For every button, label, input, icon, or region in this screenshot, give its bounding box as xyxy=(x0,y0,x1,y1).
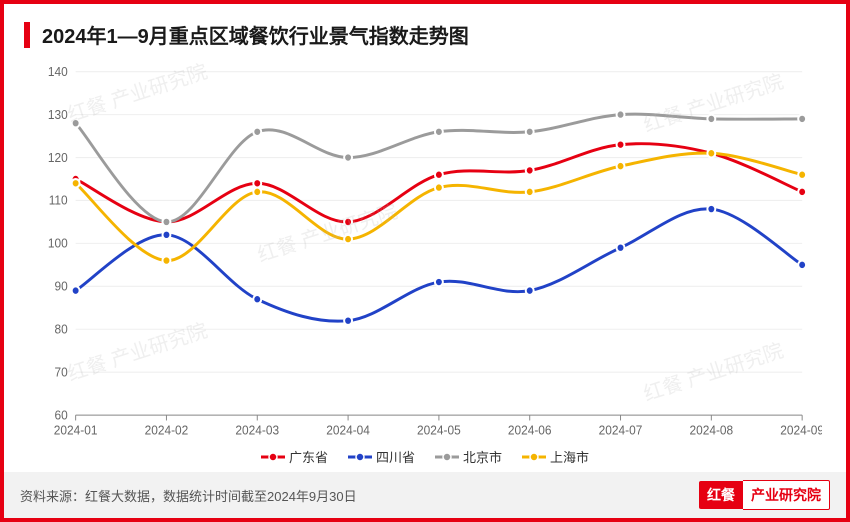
series-marker xyxy=(253,128,261,137)
legend-label: 四川省 xyxy=(376,447,415,466)
series-marker xyxy=(707,205,715,214)
series-marker xyxy=(344,153,352,162)
series-marker xyxy=(253,179,261,188)
svg-text:2024-06: 2024-06 xyxy=(508,423,552,437)
series-marker xyxy=(617,162,625,171)
series-marker xyxy=(72,179,80,188)
legend-label: 上海市 xyxy=(550,447,589,466)
series-marker xyxy=(344,218,352,227)
series-marker xyxy=(162,218,170,227)
series-marker xyxy=(72,286,80,295)
series-line xyxy=(76,153,803,261)
series-marker xyxy=(798,261,806,270)
series-marker xyxy=(798,170,806,179)
svg-text:2024-05: 2024-05 xyxy=(417,423,461,437)
svg-text:130: 130 xyxy=(48,107,68,121)
svg-text:2024-01: 2024-01 xyxy=(54,423,98,437)
chart-title: 2024年1—9月重点区域餐饮行业景气指数走势图 xyxy=(42,20,469,49)
series-marker xyxy=(435,278,443,287)
brand-badge: 红餐 产业研究院 xyxy=(699,480,830,510)
series-marker xyxy=(435,170,443,179)
series-marker xyxy=(617,140,625,149)
svg-text:2024-09: 2024-09 xyxy=(780,423,822,437)
svg-text:120: 120 xyxy=(48,150,68,164)
svg-text:110: 110 xyxy=(49,193,68,207)
series-marker xyxy=(435,183,443,192)
svg-text:60: 60 xyxy=(54,408,67,422)
legend-swatch xyxy=(261,451,285,463)
series-marker xyxy=(526,128,534,137)
svg-text:2024-03: 2024-03 xyxy=(235,423,279,437)
title-accent xyxy=(24,22,30,48)
legend-swatch xyxy=(522,451,546,463)
legend-item: 四川省 xyxy=(348,447,415,466)
svg-text:100: 100 xyxy=(48,236,68,250)
brand-logo: 红餐 xyxy=(699,481,743,509)
series-marker xyxy=(162,256,170,265)
legend-label: 北京市 xyxy=(463,447,502,466)
series-marker xyxy=(617,243,625,252)
svg-text:140: 140 xyxy=(48,65,68,79)
chart-legend: 广东省 四川省 北京市 上海市 xyxy=(4,445,846,472)
series-marker xyxy=(707,115,715,124)
series-marker xyxy=(162,231,170,240)
legend-swatch xyxy=(435,451,459,463)
series-marker xyxy=(798,115,806,124)
series-marker xyxy=(707,149,715,158)
chart-area: 红餐 产业研究院 红餐 产业研究院 红餐 产业研究院 红餐 产业研究院 红餐 产… xyxy=(4,57,846,445)
svg-text:2024-08: 2024-08 xyxy=(689,423,733,437)
series-marker xyxy=(253,188,261,197)
svg-text:80: 80 xyxy=(54,322,67,336)
chart-card: 2024年1—9月重点区域餐饮行业景气指数走势图 红餐 产业研究院 红餐 产业研… xyxy=(0,0,850,522)
series-marker xyxy=(344,316,352,325)
legend-item: 广东省 xyxy=(261,447,328,466)
series-marker xyxy=(435,128,443,137)
series-marker xyxy=(617,110,625,119)
series-marker xyxy=(526,166,534,175)
legend-item: 上海市 xyxy=(522,447,589,466)
series-marker xyxy=(798,188,806,197)
legend-swatch xyxy=(348,451,372,463)
legend-item: 北京市 xyxy=(435,447,502,466)
series-marker xyxy=(344,235,352,244)
svg-text:70: 70 xyxy=(54,365,67,379)
svg-text:90: 90 xyxy=(54,279,67,293)
series-line xyxy=(76,209,803,321)
series-marker xyxy=(253,295,261,304)
title-bar: 2024年1—9月重点区域餐饮行业景气指数走势图 xyxy=(4,4,846,57)
svg-text:2024-04: 2024-04 xyxy=(326,423,370,437)
svg-text:2024-07: 2024-07 xyxy=(599,423,643,437)
source-text: 资料来源：红餐大数据，数据统计时间截至2024年9月30日 xyxy=(20,486,357,505)
brand-text: 产业研究院 xyxy=(743,480,830,510)
line-chart: 60 70 80 90 100 110 120 130 140 2024-01 2024-02 202… xyxy=(28,61,822,445)
series-marker xyxy=(526,188,534,197)
legend-label: 广东省 xyxy=(289,447,328,466)
svg-text:2024-02: 2024-02 xyxy=(145,423,189,437)
series-marker xyxy=(526,286,534,295)
series-marker xyxy=(72,119,80,128)
footer-bar: 资料来源：红餐大数据，数据统计时间截至2024年9月30日 红餐 产业研究院 xyxy=(4,472,846,518)
